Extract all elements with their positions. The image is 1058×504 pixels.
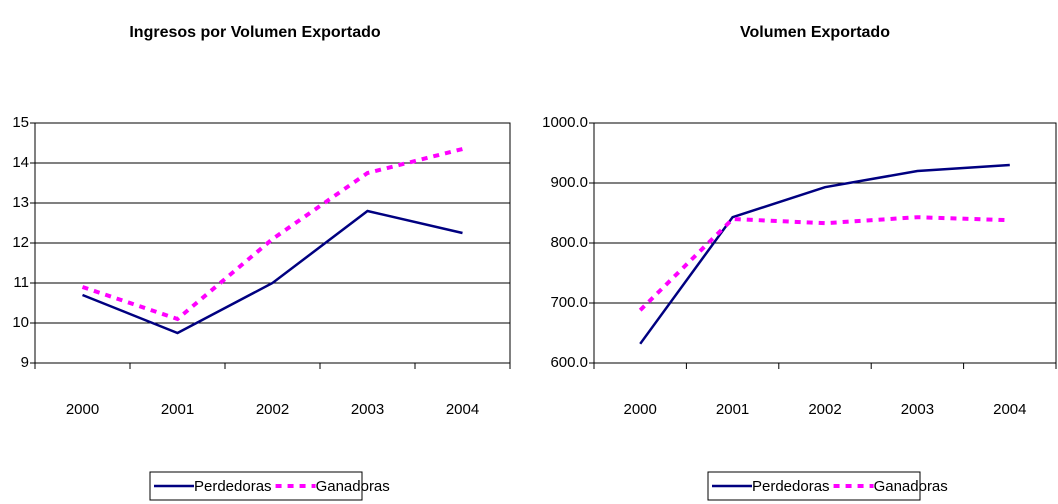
legend-label: Ganadoras bbox=[874, 478, 948, 495]
y-tick-label: 700.0 bbox=[550, 294, 588, 311]
y-tick-label: 11 bbox=[13, 274, 29, 291]
x-tick-label: 2003 bbox=[351, 401, 384, 418]
plot-frame bbox=[593, 122, 1057, 364]
x-tick-label: 2002 bbox=[808, 401, 841, 418]
y-tick-label: 15 bbox=[12, 114, 29, 131]
y-tick-label: 9 bbox=[21, 354, 29, 371]
legend-label: Perdedoras bbox=[752, 478, 830, 495]
x-tick-label: 2004 bbox=[993, 401, 1026, 418]
y-tick-label: 14 bbox=[12, 154, 29, 171]
x-tick-label: 2000 bbox=[624, 401, 657, 418]
y-tick-label: 13 bbox=[12, 194, 29, 211]
y-tick-label: 800.0 bbox=[550, 234, 588, 251]
x-tick-label: 2001 bbox=[716, 401, 749, 418]
legend-label: Ganadoras bbox=[316, 478, 390, 495]
series-line bbox=[82, 209, 463, 335]
series-line bbox=[639, 163, 1010, 345]
x-tick-label: 2004 bbox=[446, 401, 479, 418]
x-tick-label: 2002 bbox=[256, 401, 289, 418]
y-tick-label: 12 bbox=[12, 234, 29, 251]
chart-title: Volumen Exportado bbox=[740, 24, 890, 41]
y-tick-label: 900.0 bbox=[550, 174, 588, 191]
y-tick-label: 600.0 bbox=[550, 354, 588, 371]
legend-label: Perdedoras bbox=[194, 478, 272, 495]
x-tick-label: 2000 bbox=[66, 401, 99, 418]
series-line bbox=[81, 147, 463, 322]
series-line bbox=[638, 215, 1010, 312]
plot-frame bbox=[34, 122, 511, 364]
x-tick-label: 2001 bbox=[161, 401, 194, 418]
x-tick-label: 2003 bbox=[901, 401, 934, 418]
y-tick-label: 1000.0 bbox=[542, 114, 588, 131]
chart-title: Ingresos por Volumen Exportado bbox=[129, 24, 381, 41]
y-tick-label: 10 bbox=[12, 314, 29, 331]
